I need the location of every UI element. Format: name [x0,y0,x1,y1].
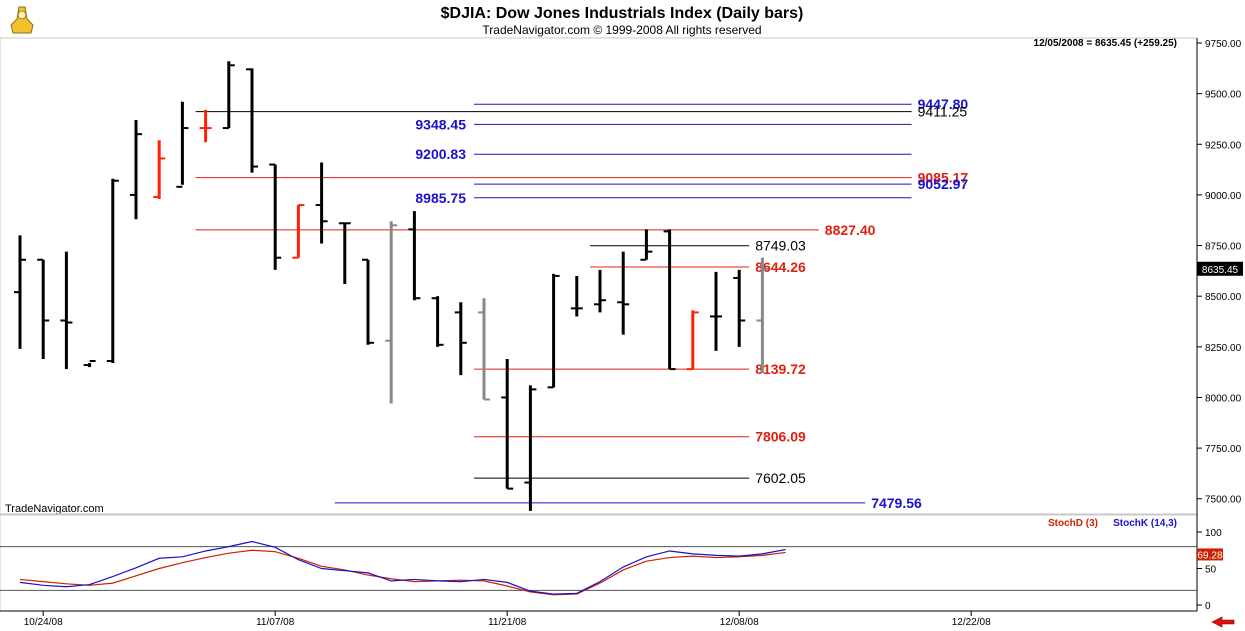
level-label: 9200.83 [415,146,466,162]
x-tick-label: 12/08/08 [720,617,759,628]
ohlc-bar [315,162,328,244]
y-tick-label: 9750.00 [1205,39,1242,50]
ohlc-bar [338,222,351,285]
y-tick-label: 8250.00 [1205,343,1242,354]
level-label: 9447.80 [918,96,969,112]
stochastic-panel: 100 50 0 69.28 [0,528,1223,612]
ohlc-bar [454,302,467,376]
price-axis: 9750.00 9500.00 9250.00 9000.00 8750.00 8500.… [1197,39,1242,506]
stoch-tick-label: 0 [1205,601,1211,612]
ohlc-bar [756,257,769,374]
stoch-tick-label: 50 [1205,565,1217,576]
trade-navigator-logo [10,6,34,34]
x-tick-label: 10/24/08 [24,617,63,628]
date-quote: 12/05/2008 = 8635.45 (+259.25) [1034,38,1177,49]
ohlc-bar [292,204,305,259]
ohlc-bar [501,358,514,490]
level-label: 8827.40 [825,222,876,238]
ohlc-bar [222,61,235,130]
ohlc-bar [246,68,258,173]
y-tick-label: 8750.00 [1205,242,1242,253]
ohlc-bar [478,298,490,401]
x-tick-label: 12/22/08 [952,617,991,628]
ohlc-bar [269,163,282,270]
ohlc-bar [362,258,374,345]
ohlc-bars [14,61,769,511]
level-label: 8644.26 [755,259,806,275]
ohlc-bar [640,229,653,261]
ohlc-bar [176,101,189,188]
ohlc-bar [710,271,722,351]
y-tick-label: 8500.00 [1205,292,1242,303]
level-label: 9348.45 [415,116,466,132]
last-price-tag: 8635.45 [1197,261,1243,276]
stoch-tick-label: 100 [1205,528,1222,539]
ohlc-bar [431,296,444,347]
level-label: 8139.72 [755,361,806,377]
level-label: 7806.09 [755,429,806,445]
ohlc-bar [14,235,26,349]
ohlc-bar [686,310,699,371]
stoch-series-line [19,540,786,595]
level-label: 8749.03 [755,238,806,254]
level-label: 9085.17 [918,170,969,186]
ohlc-bar [130,119,142,220]
ohlc-bar [617,251,630,335]
y-tick-label: 9250.00 [1205,140,1242,151]
y-tick-label: 9000.00 [1205,191,1242,202]
stoch-last-value: 69.28 [1197,550,1222,561]
ohlc-bar [60,251,73,370]
ohlc-bar [153,140,166,199]
y-tick-label: 7500.00 [1205,495,1242,506]
ohlc-bar [733,269,746,347]
ohlc-bar [385,221,398,404]
ohlc-bar [199,109,212,143]
y-tick-label: 7750.00 [1205,444,1242,455]
ohlc-bar [524,385,537,511]
ohlc-bar [83,360,96,368]
ohlc-bar [547,273,560,389]
ohlc-bar [106,178,119,364]
level-label: 7602.05 [755,470,806,486]
ohlc-bar [663,229,676,371]
chart-title: $DJIA: Dow Jones Industrials Index (Dail… [441,5,804,22]
watermark-label: TradeNavigator.com [5,503,104,515]
x-tick-label: 11/07/08 [256,617,295,628]
date-axis: 10/24/08 11/07/08 11/21/08 12/08/08 12/22/08 [24,611,991,628]
level-label: 8985.75 [415,190,466,206]
y-tick-label: 9500.00 [1205,90,1242,101]
last-price-label: 8635.45 [1202,265,1239,276]
level-label: 9411.25 [918,104,968,120]
ohlc-bar [570,275,583,317]
ohlc-bar [37,258,50,359]
y-tick-label: 8000.00 [1205,393,1242,404]
x-tick-label: 11/21/08 [488,617,527,628]
level-label: 9052.97 [918,176,969,192]
ohlc-bar [408,211,421,301]
scroll-left-arrow-icon[interactable] [1211,616,1235,628]
ohlc-bar [594,269,606,313]
level-label: 7479.56 [871,495,922,511]
legend-stochd: StochD (3) [1048,518,1098,529]
chart-subtitle: TradeNavigator.com © 1999-2008 All right… [482,23,761,37]
legend-stochk: StochK (14,3) [1113,518,1177,529]
